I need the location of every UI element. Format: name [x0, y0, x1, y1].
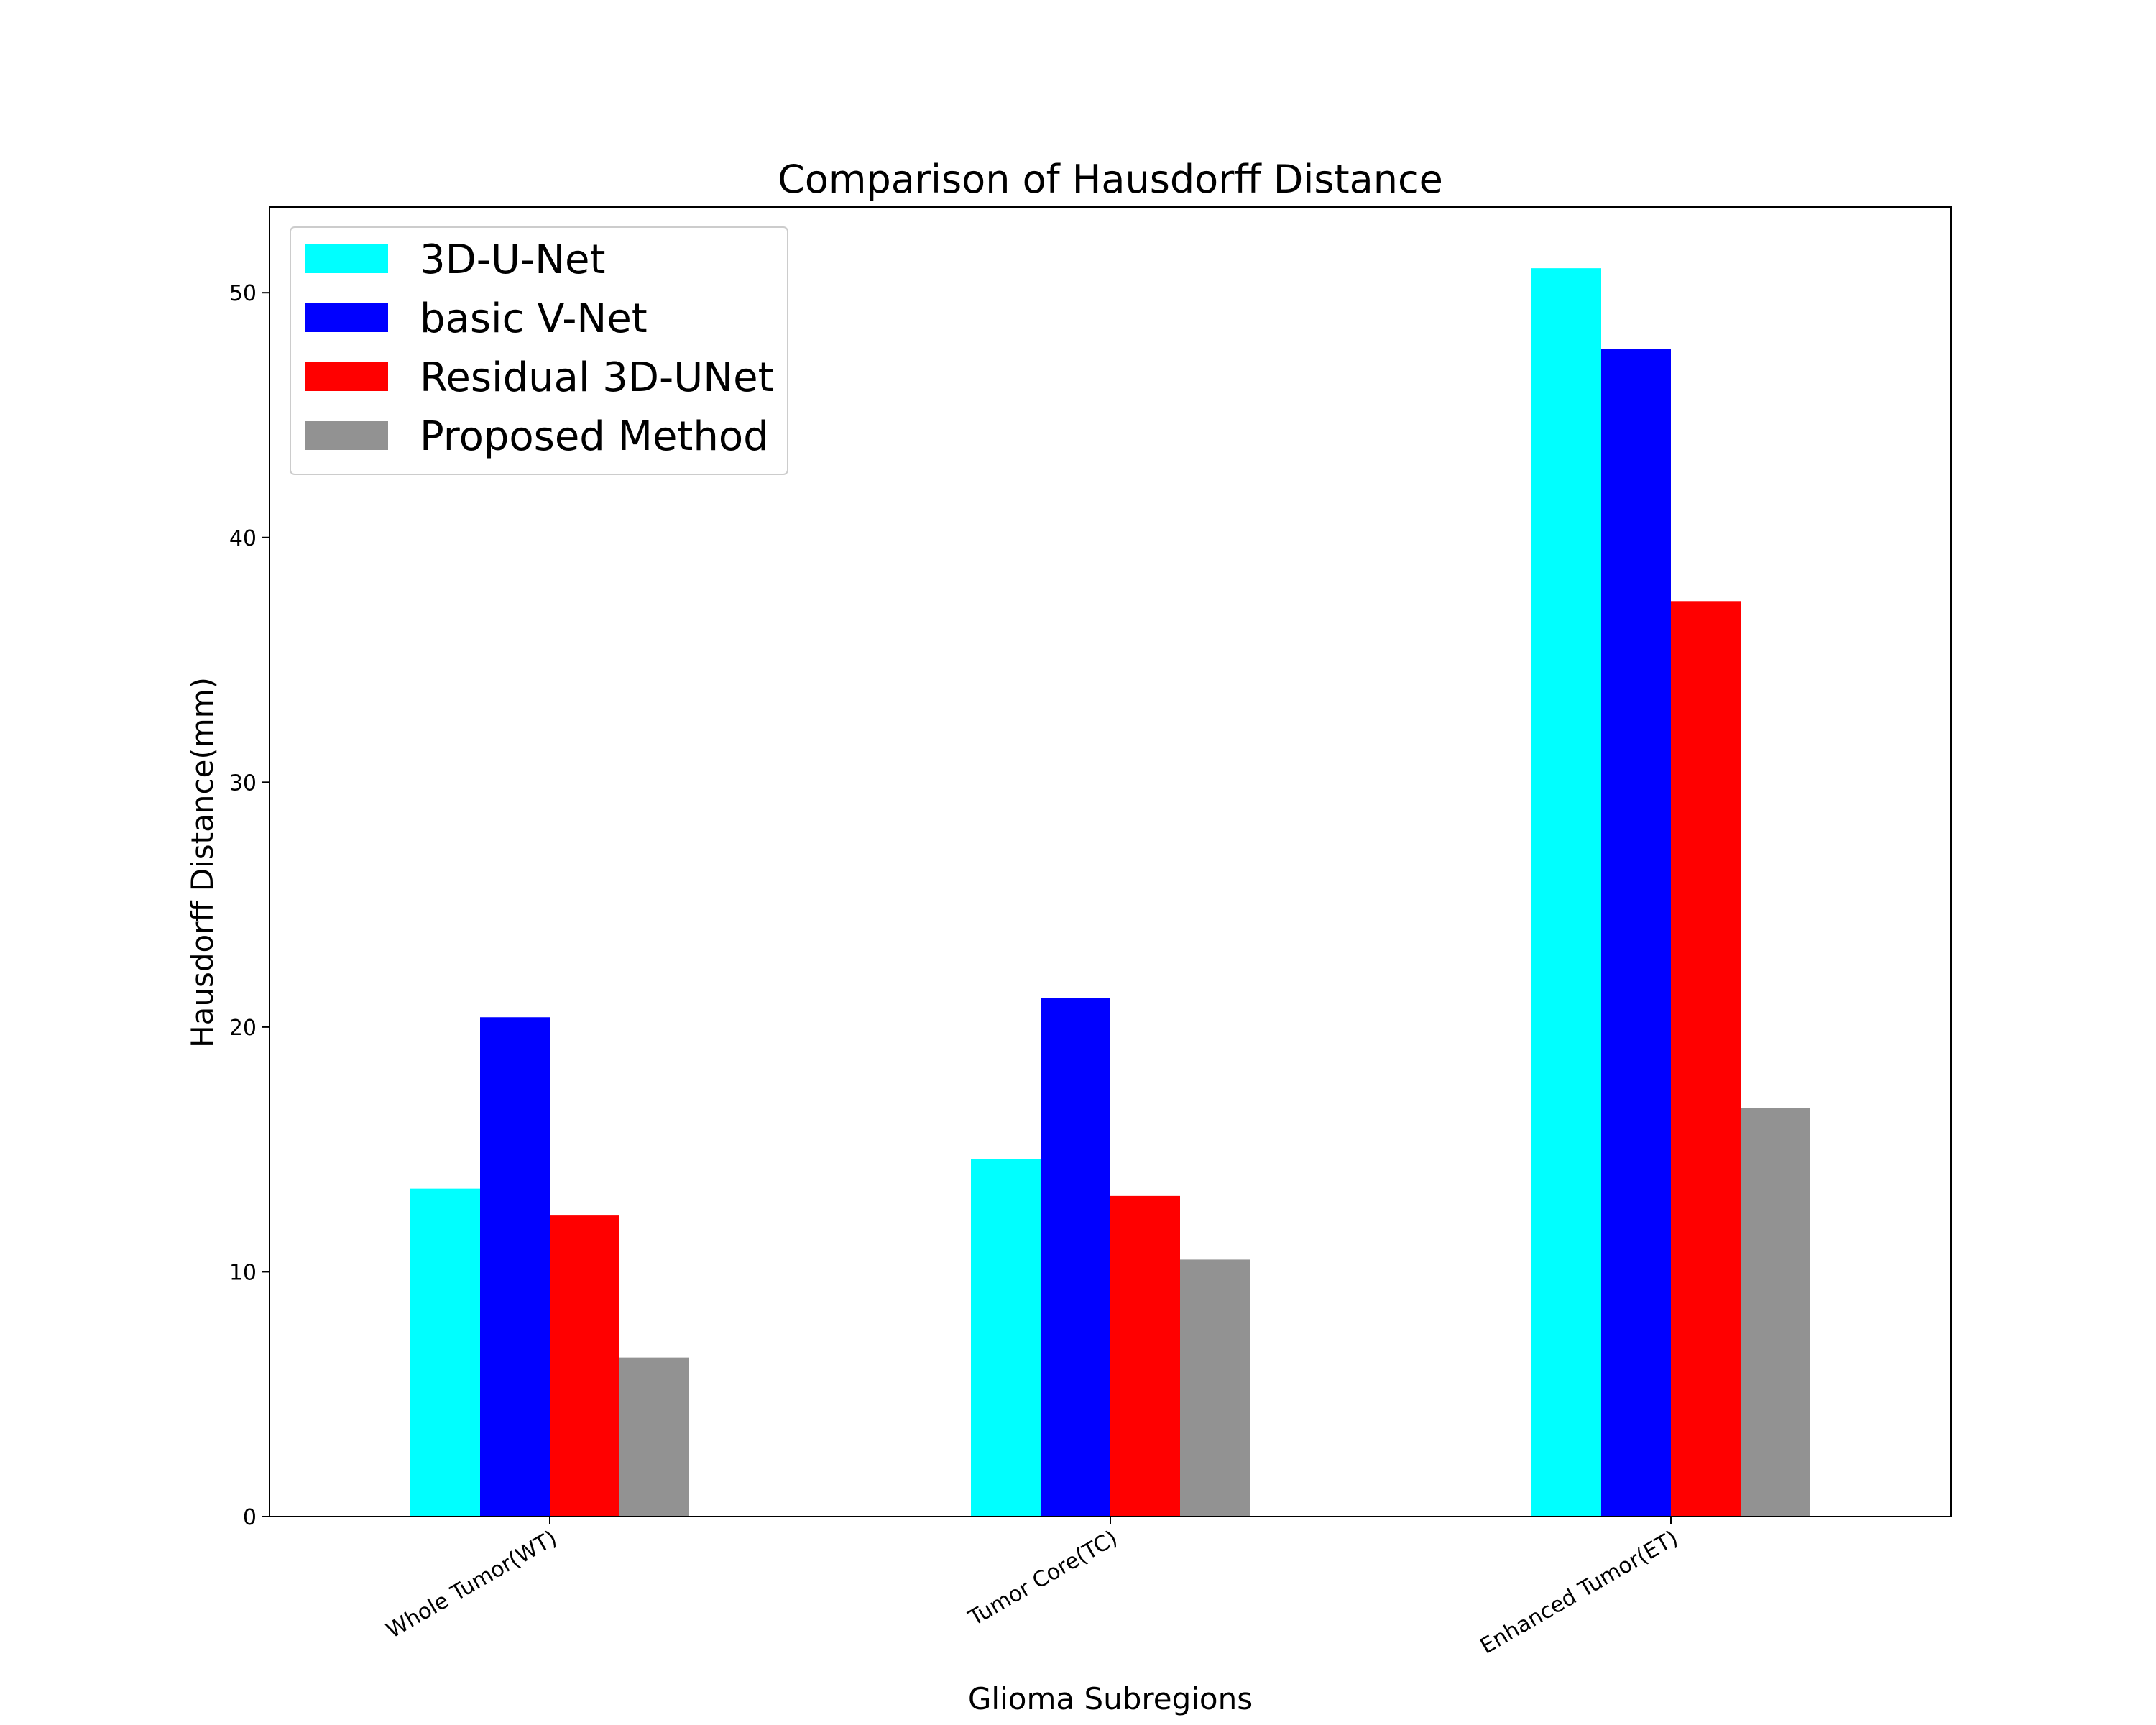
bar [550, 1215, 619, 1517]
bar [1531, 268, 1601, 1517]
legend: 3D-U-Net basic V-Net Residual 3D-UNet Propo… [290, 226, 788, 475]
bar [1741, 1108, 1810, 1517]
x-tick-label: Tumor Core(TC) [964, 1526, 1122, 1632]
bar [1601, 349, 1671, 1517]
y-axis-label: Hausdorff Distance(mm) [185, 677, 220, 1048]
bar [480, 1017, 550, 1517]
y-tick-label: 40 [229, 526, 257, 551]
bar [1180, 1259, 1250, 1517]
y-ticks-group: 0 10 20 30 40 50 [229, 281, 270, 1530]
x-tick-label: Enhanced Tumor(ET) [1476, 1526, 1682, 1660]
bars-group [410, 268, 1810, 1517]
y-tick-label: 30 [229, 770, 257, 796]
legend-swatch [305, 421, 388, 450]
y-tick-label: 10 [229, 1260, 257, 1285]
legend-swatch [305, 303, 388, 332]
legend-label: 3D-U-Net [420, 236, 605, 283]
legend-frame [290, 226, 788, 475]
bar [971, 1159, 1041, 1517]
x-tick-label: Whole Tumor(WT) [382, 1526, 561, 1644]
x-axis-label: Glioma Subregions [968, 1681, 1253, 1716]
chart-title: Comparison of Hausdorff Distance [778, 157, 1443, 202]
legend-swatch [305, 362, 388, 391]
bar [619, 1357, 689, 1517]
x-ticks-group: Whole Tumor(WT) Tumor Core(TC) Enhanced Tu… [382, 1517, 1682, 1660]
bar [410, 1188, 480, 1517]
bar [1041, 998, 1110, 1517]
y-tick-label: 50 [229, 281, 257, 306]
bar [1110, 1195, 1180, 1517]
legend-label: Residual 3D-UNet [420, 354, 774, 401]
plot-frame [269, 206, 1952, 1517]
bar [1671, 601, 1741, 1517]
y-tick-label: 0 [243, 1505, 257, 1530]
legend-label: Proposed Method [420, 413, 769, 460]
y-tick-label: 20 [229, 1016, 257, 1041]
legend-swatch [305, 244, 388, 273]
legend-label: basic V-Net [420, 295, 648, 342]
